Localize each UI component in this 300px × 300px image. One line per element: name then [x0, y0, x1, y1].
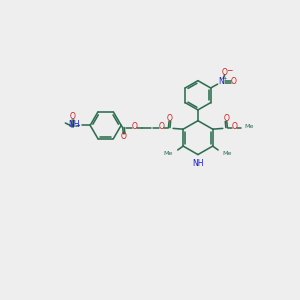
Text: O: O — [131, 122, 137, 131]
Text: −: − — [226, 67, 232, 76]
Text: Me: Me — [223, 151, 232, 155]
Text: Me: Me — [164, 151, 173, 155]
Text: O: O — [230, 77, 236, 86]
Text: O: O — [222, 68, 228, 77]
Text: O: O — [167, 114, 172, 123]
Text: O: O — [223, 114, 229, 123]
Text: Me: Me — [244, 124, 254, 129]
Text: O: O — [70, 112, 76, 121]
Text: N: N — [219, 77, 224, 86]
Text: +: + — [223, 76, 227, 81]
Text: O: O — [121, 132, 127, 141]
Text: O: O — [232, 122, 237, 131]
Text: O: O — [158, 122, 164, 131]
Text: NH: NH — [192, 159, 204, 168]
Text: NH: NH — [68, 120, 79, 129]
